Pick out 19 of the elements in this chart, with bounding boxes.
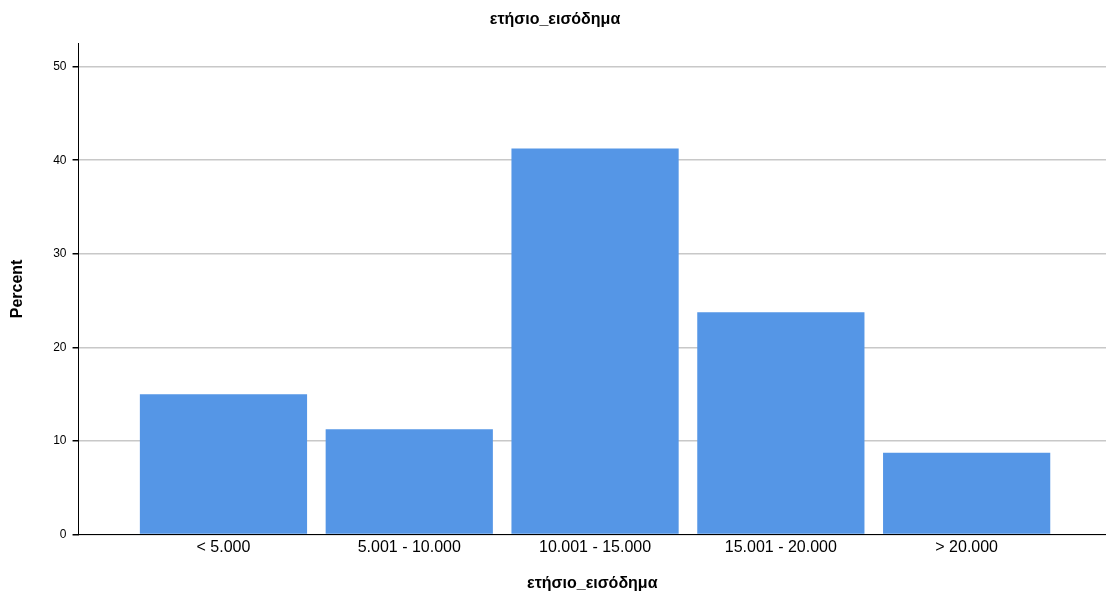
- y-tick-label: 30: [53, 246, 67, 261]
- x-axis-title: ετήσιο_εισόδημα: [527, 573, 658, 591]
- y-tick-label: 40: [53, 152, 67, 167]
- y-axis-title: Percent: [8, 258, 26, 319]
- bar: [697, 312, 865, 534]
- bar: [883, 452, 1051, 534]
- x-tick-label: 5.001 - 10.000: [357, 537, 461, 555]
- x-tick-label: 10.001 - 15.000: [539, 537, 652, 555]
- bar: [325, 429, 493, 534]
- y-tick-label: 10: [53, 433, 67, 448]
- bar: [511, 148, 679, 534]
- x-tick-label: < 5.000: [196, 537, 251, 555]
- x-tick-label: > 20.000: [935, 537, 999, 555]
- y-tick-label: 20: [53, 339, 67, 354]
- y-tick-label: 50: [53, 58, 67, 73]
- x-tick-label: 15.001 - 20.000: [724, 537, 838, 555]
- bar: [139, 394, 308, 534]
- y-tick-label: 0: [59, 526, 67, 541]
- chart-title: ετήσιο_εισόδημα: [489, 10, 621, 28]
